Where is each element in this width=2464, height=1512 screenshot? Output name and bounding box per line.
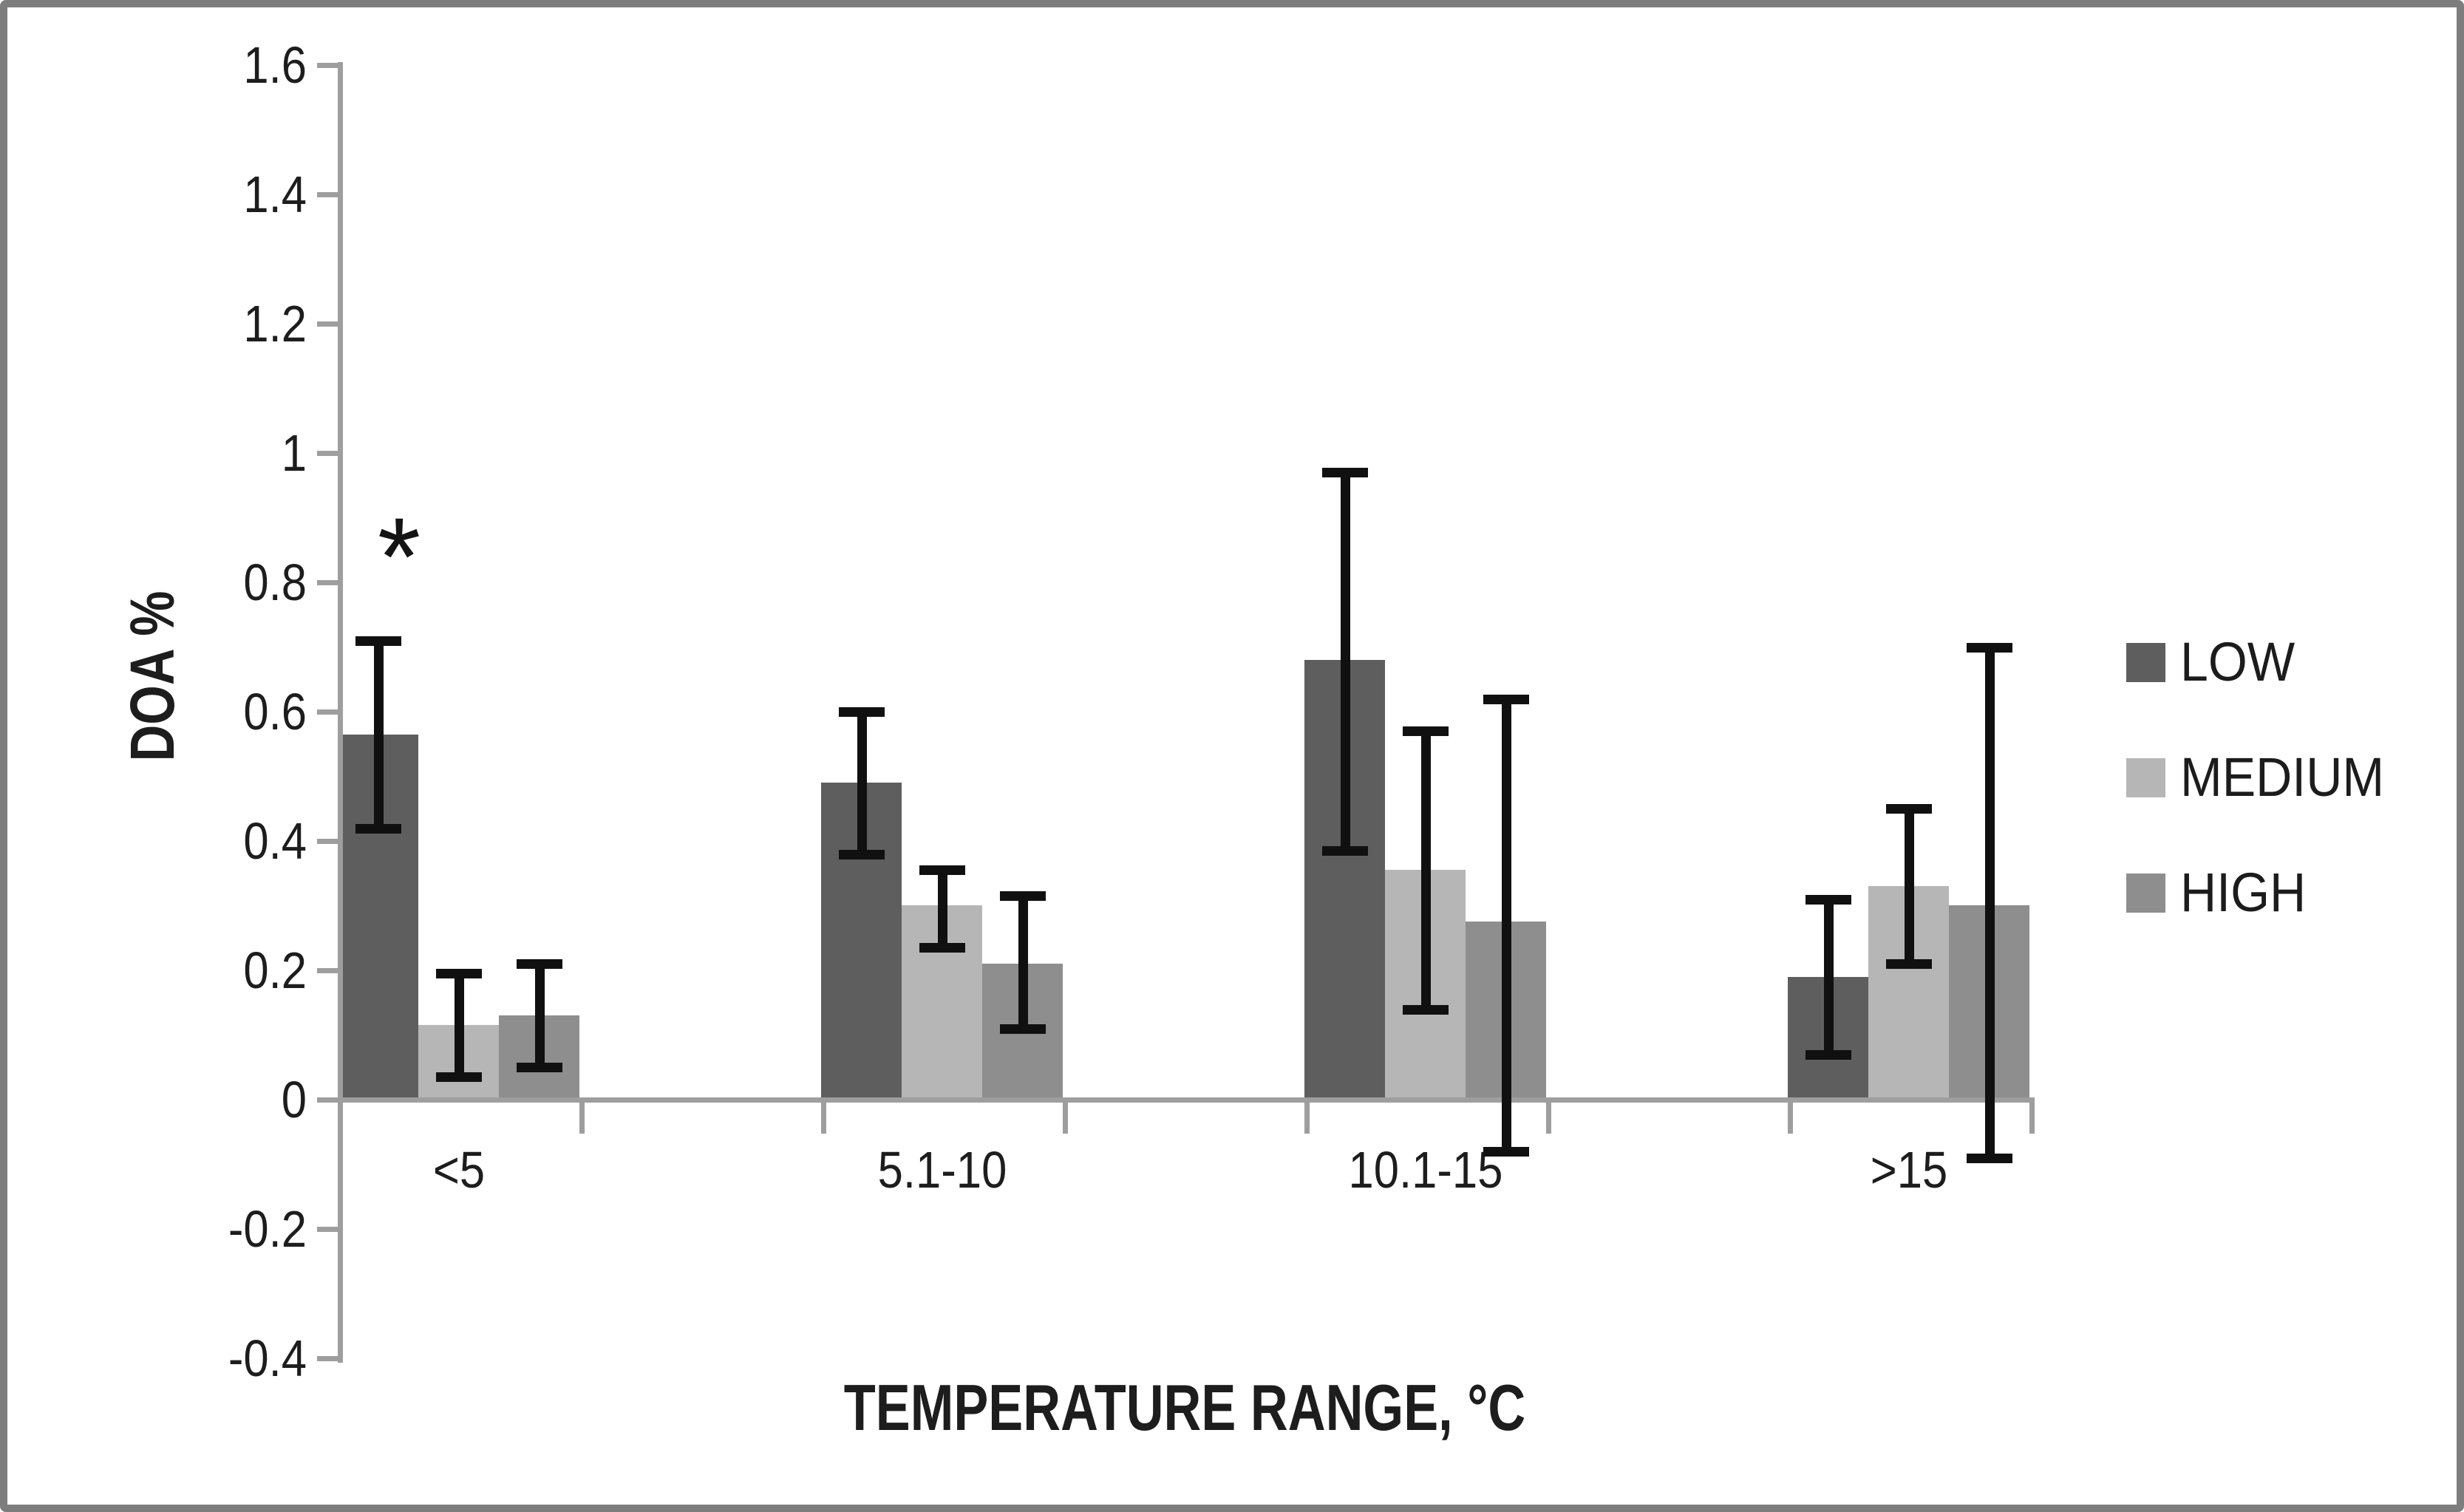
legend-swatch-high-icon	[2126, 873, 2165, 913]
error-bar-cap-top-low-1	[355, 636, 401, 646]
error-bar-cap-top-medium-2	[919, 865, 965, 875]
error-bar-cap-bottom-medium-2	[919, 943, 965, 953]
legend-swatch-low-icon	[2126, 642, 2165, 682]
error-bar-medium-4	[1905, 808, 1914, 964]
plot-area: 1.6 1.4 1.2 1 0.8 0.6 0.4 0.2 0 -0.2 -0.4 <5 5.1-10 1…	[7, 7, 2457, 1505]
error-bar-cap-bottom-medium-3	[1403, 1005, 1449, 1015]
y-tick-1	[317, 451, 338, 456]
error-bar-cap-top-medium-1	[436, 969, 482, 978]
y-tick-0	[317, 1097, 338, 1103]
y-tick-label-0.8: 0.8	[243, 554, 307, 611]
y-tick-label-1.6: 1.6	[243, 36, 307, 94]
x-tick-6	[1788, 1103, 1793, 1134]
y-tick--0.2	[317, 1227, 338, 1232]
x-category-label-2: 5.1-10	[877, 1141, 1007, 1199]
x-tick-4	[1304, 1103, 1310, 1134]
error-bar-cap-bottom-high-1	[517, 1063, 562, 1072]
x-tick-7	[2029, 1103, 2035, 1134]
x-tick-3	[1063, 1103, 1068, 1134]
legend-label-low: LOW	[2180, 631, 2295, 692]
error-bar-cap-bottom-high-2	[1000, 1024, 1046, 1034]
y-axis-title: DOA %	[118, 590, 187, 762]
y-tick-label-0.2: 0.2	[243, 941, 307, 999]
y-tick-label-0: 0	[281, 1071, 307, 1128]
x-tick-5	[1546, 1103, 1551, 1134]
x-tick-1	[579, 1103, 585, 1134]
legend-item-low: LOW	[2126, 635, 2305, 689]
legend-label-medium: MEDIUM	[2180, 746, 2385, 808]
error-bar-high-1	[535, 964, 545, 1067]
error-bar-cap-bottom-medium-4	[1886, 959, 1932, 969]
error-bar-cap-top-low-2	[839, 707, 885, 717]
error-bar-cap-top-high-4	[1967, 643, 2012, 653]
y-tick--0.4	[317, 1356, 338, 1361]
y-tick-label-1: 1	[281, 424, 307, 482]
error-bar-cap-top-high-1	[517, 959, 562, 969]
y-tick-label-0.6: 0.6	[243, 683, 307, 740]
y-tick-label-0.4: 0.4	[243, 812, 307, 870]
y-tick-0.8	[317, 580, 338, 585]
error-bar-high-3	[1502, 699, 1511, 1151]
y-tick-label-1.2: 1.2	[243, 295, 307, 353]
y-tick-1.4	[317, 192, 338, 197]
y-tick-label--0.2: -0.2	[228, 1200, 307, 1258]
error-bar-low-1	[374, 641, 384, 828]
legend-swatch-medium-icon	[2126, 757, 2165, 797]
x-category-label-1: <5	[432, 1141, 485, 1199]
y-tick-0.2	[317, 968, 338, 973]
x-axis-line	[338, 1097, 2035, 1103]
y-tick-1.6	[317, 63, 338, 68]
y-axis-line	[338, 62, 343, 1363]
y-tick-0.4	[317, 839, 338, 844]
error-bar-cap-bottom-low-2	[839, 850, 885, 859]
x-category-label-4: >15	[1870, 1141, 1947, 1199]
x-tick-0	[338, 1103, 343, 1134]
error-bar-cap-bottom-high-3	[1483, 1147, 1529, 1157]
error-bar-cap-top-high-3	[1483, 695, 1529, 704]
error-bar-cap-bottom-low-3	[1322, 846, 1368, 856]
error-bar-cap-top-medium-3	[1403, 726, 1449, 736]
error-bar-cap-top-high-2	[1000, 891, 1046, 901]
error-bar-medium-2	[938, 870, 947, 947]
legend-item-high: HIGH	[2126, 865, 2317, 920]
error-bar-cap-bottom-high-4	[1967, 1154, 2012, 1163]
error-bar-cap-bottom-medium-1	[436, 1072, 482, 1082]
x-category-label-3: 10.1-15	[1348, 1141, 1502, 1199]
error-bar-low-3	[1341, 472, 1350, 851]
error-bar-low-2	[857, 712, 867, 854]
x-axis-title: TEMPERATURE RANGE, °C	[843, 1371, 1526, 1444]
error-bar-cap-top-low-3	[1322, 468, 1368, 477]
error-bar-medium-3	[1421, 731, 1431, 1009]
legend-label-high: HIGH	[2180, 862, 2307, 923]
y-tick-label--0.4: -0.4	[228, 1329, 307, 1387]
x-tick-2	[821, 1103, 826, 1134]
error-bar-cap-bottom-low-1	[355, 824, 401, 834]
y-tick-0.6	[317, 709, 338, 715]
error-bar-cap-top-low-4	[1806, 895, 1851, 905]
error-bar-medium-1	[455, 973, 464, 1077]
y-tick-1.2	[317, 321, 338, 327]
significance-asterisk: *	[377, 494, 421, 619]
error-bar-cap-bottom-low-4	[1806, 1050, 1851, 1060]
error-bar-low-4	[1824, 899, 1834, 1055]
legend-item-medium: MEDIUM	[2126, 750, 2402, 805]
error-bar-high-4	[1985, 647, 1995, 1158]
error-bar-high-2	[1018, 896, 1028, 1029]
error-bar-cap-top-medium-4	[1886, 804, 1932, 814]
y-tick-label-1.4: 1.4	[243, 166, 307, 223]
